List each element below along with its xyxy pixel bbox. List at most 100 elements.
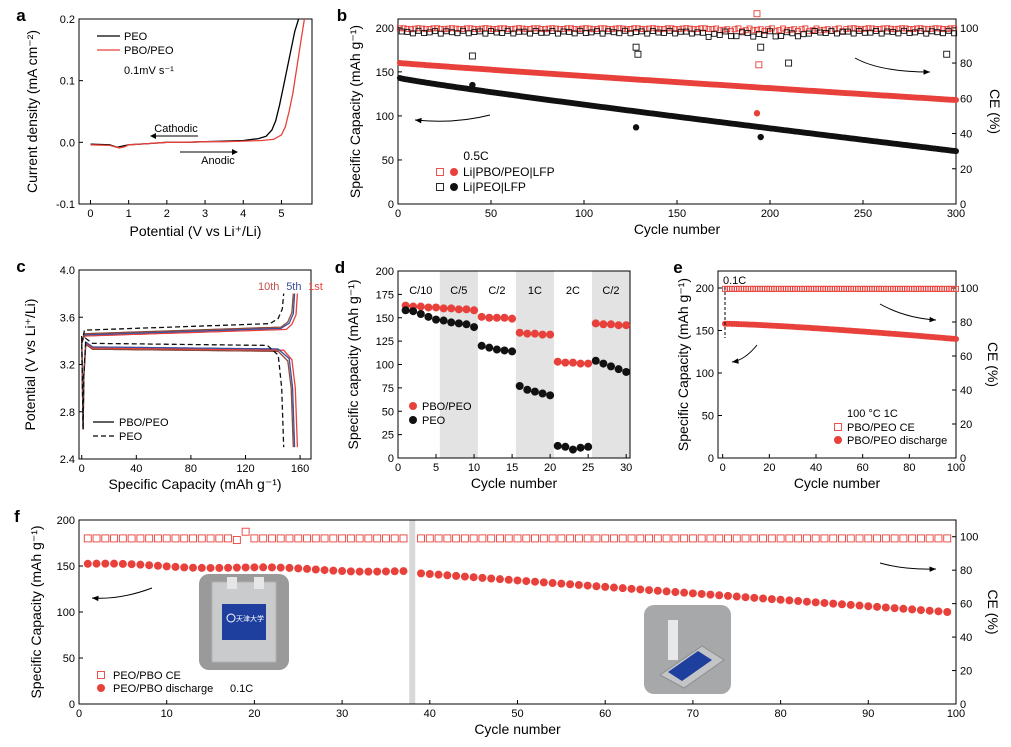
cycle-label: 1st: [308, 281, 323, 293]
series-line-peo-discharge: [81, 336, 285, 448]
capacity-point: [259, 563, 268, 572]
plot-frame: [717, 270, 957, 459]
ce-square: [294, 534, 303, 543]
ce-square-pbo: [634, 25, 641, 32]
ce-square-peo: [504, 27, 511, 34]
x-tick-label: 60: [857, 462, 869, 474]
legend-note: 0.1C: [230, 683, 253, 695]
ce-square-pbo: [761, 28, 768, 34]
ce-square: [732, 534, 741, 543]
capacity-point: [767, 595, 776, 604]
ce-square-peo: [571, 30, 578, 37]
ce-square: [276, 534, 285, 543]
y-axis-label: Specific Capacity (mAh g⁻¹): [28, 525, 44, 698]
capacity-point: [390, 567, 399, 576]
ce-square: [574, 534, 583, 543]
ce-square-peo: [767, 28, 773, 35]
x-tick-label: 80: [774, 708, 786, 720]
rate-point-peo: [447, 318, 456, 327]
rate-label: C/2: [602, 285, 619, 297]
ce-square-peo: [755, 31, 762, 37]
x-axis-label: Cycle number: [634, 221, 721, 237]
legend-label: PEO/PBO discharge: [113, 683, 213, 695]
x-tick-label: 5: [278, 208, 284, 220]
rate-label: 0.1C: [723, 275, 746, 287]
ce-square: [390, 534, 399, 543]
x-tick-label: 50: [511, 708, 523, 720]
ce-square: [539, 534, 548, 543]
ce-square-peo: [521, 28, 528, 35]
capacity-point: [855, 601, 864, 610]
capacity-point: [645, 586, 654, 595]
y-tick-label: 0: [388, 453, 394, 465]
ce-outlier-peo: [634, 50, 642, 58]
ce-square-peo: [889, 28, 896, 35]
x-tick-label: 2: [164, 208, 170, 220]
legend-label: PEO: [119, 431, 143, 443]
ce-square-pbo: [631, 25, 638, 32]
capacity-point: [303, 564, 312, 573]
ce-square: [224, 534, 233, 543]
y2-tick-label: 20: [960, 419, 972, 431]
y-tick-label: 200: [696, 283, 714, 295]
rate-point-pbo-peo: [432, 303, 441, 312]
cathodic-arrow-head: [150, 133, 156, 139]
legend-title: 0.5C: [463, 149, 489, 163]
capacity-point: [653, 586, 662, 595]
ce-square: [531, 534, 539, 543]
ce-square-pbo: [623, 26, 630, 33]
y2-tick-label: 0: [960, 699, 966, 711]
folded-tab: [668, 620, 678, 660]
ce-square-pbo: [824, 26, 831, 33]
y2-tick-label: 80: [960, 58, 972, 70]
pouch-cell-photo-right: [644, 605, 731, 694]
rate-point-peo: [561, 442, 570, 451]
capacity-point: [504, 575, 513, 584]
legend-label: PBO/PEO: [124, 45, 174, 57]
rate-band: [515, 271, 554, 458]
ce-square: [680, 534, 689, 543]
axis-arrow-left: [91, 587, 153, 599]
ce-square-peo: [845, 28, 852, 35]
ce-square: [522, 534, 531, 543]
ce-square-peo: [532, 27, 539, 34]
ce-square-pbo: [910, 26, 917, 33]
ce-square-pbo: [925, 26, 932, 33]
ce-square-pbo: [776, 27, 783, 34]
ce-square: [627, 534, 636, 543]
ce-square: [118, 534, 127, 543]
y-tick-label: 200: [57, 515, 75, 527]
ce-outlier-pbo: [755, 61, 763, 69]
ce-square-peo: [588, 29, 595, 36]
ce-square-peo: [895, 30, 902, 37]
capacity-outlier-peo: [757, 133, 764, 141]
ce-square: [338, 534, 347, 543]
panel-c: 0 40 80 120 160 2.4 2.8 3.2 3.6 4.0 Specific Capac…: [16, 257, 323, 492]
ce-square-peo: [945, 27, 952, 34]
ce-square: [373, 534, 382, 543]
ce-square: [864, 534, 873, 543]
rate-point-pbo-peo: [553, 357, 562, 366]
series-line-peo-charge: [81, 293, 285, 344]
legend-square: [834, 423, 842, 431]
axis-arrow-left: [731, 344, 758, 363]
rate-point-pbo-peo: [447, 304, 456, 313]
rate-point-pbo-peo: [606, 320, 615, 329]
capacity-point: [890, 604, 899, 613]
x-tick-label: 80: [903, 462, 915, 474]
ce-square: [618, 534, 627, 543]
rate-point-peo: [606, 362, 615, 371]
capacity-outlier-pbo: [753, 110, 761, 117]
annotation-anodic: Anodic: [201, 155, 235, 167]
ce-square-peo: [649, 28, 656, 35]
rate-point-peo: [530, 387, 539, 396]
ce-square-peo: [711, 30, 718, 37]
capacity-point: [425, 570, 434, 579]
capacity-point: [267, 563, 276, 572]
x-axis-label: Cycle number: [474, 721, 561, 737]
y2-tick-label: 40: [960, 385, 972, 397]
rate-point-peo: [409, 307, 418, 316]
x-tick-label: 70: [687, 708, 699, 720]
capacity-point: [320, 566, 329, 575]
